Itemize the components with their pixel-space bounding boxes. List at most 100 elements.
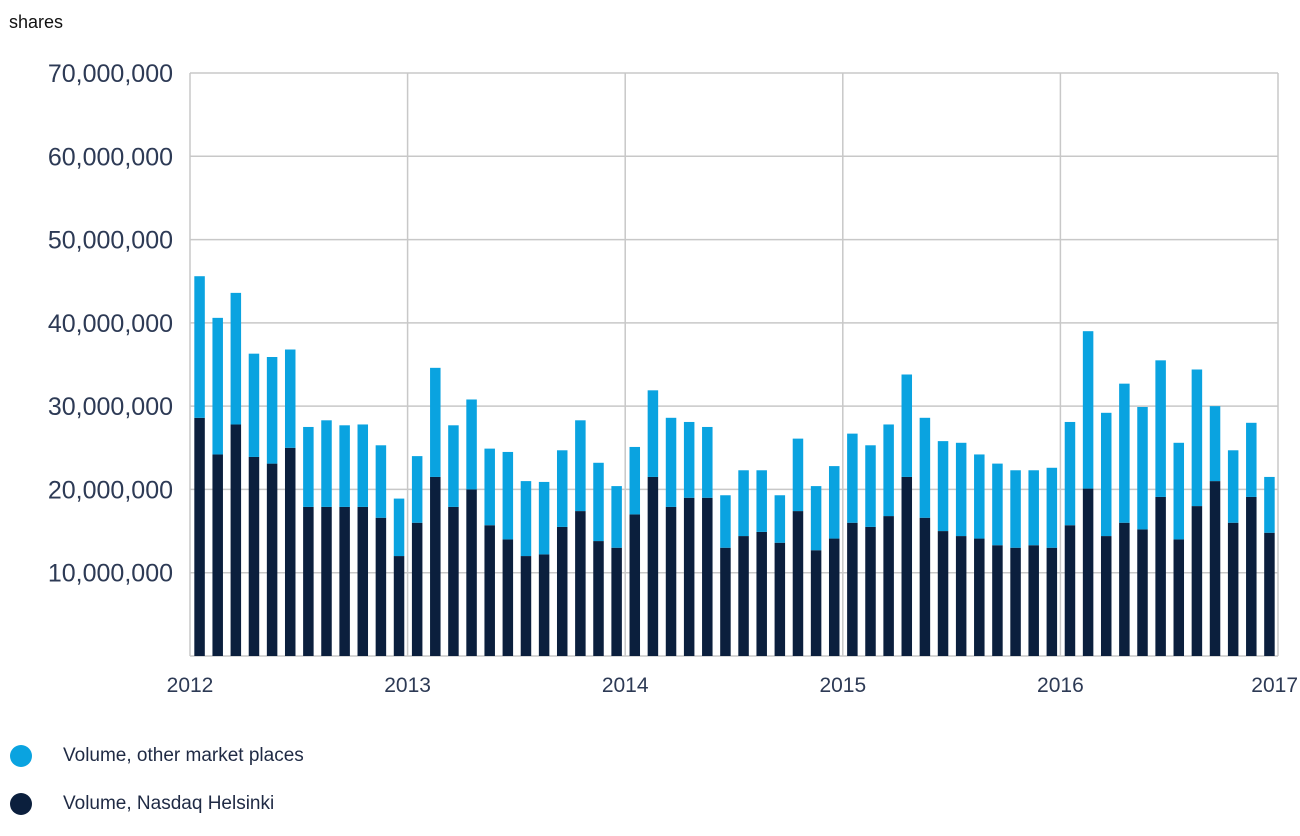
- bar-other-market-places: [575, 420, 586, 511]
- bar-other-market-places: [503, 452, 514, 539]
- legend-item-nasdaq-helsinki: Volume, Nasdaq Helsinki: [10, 788, 304, 820]
- bar-nasdaq-helsinki: [829, 539, 840, 656]
- bar-other-market-places: [448, 425, 459, 507]
- bar-nasdaq-helsinki: [557, 527, 568, 656]
- bar-other-market-places: [847, 434, 858, 523]
- bar-nasdaq-helsinki: [702, 498, 713, 656]
- bar-other-market-places: [249, 354, 260, 457]
- bar-nasdaq-helsinki: [1192, 506, 1203, 656]
- bar-nasdaq-helsinki: [376, 518, 387, 656]
- bar-nasdaq-helsinki: [303, 507, 314, 656]
- bar-other-market-places: [702, 427, 713, 498]
- bar-other-market-places: [484, 449, 495, 526]
- bar-other-market-places: [865, 445, 876, 527]
- y-axis-tick-labels: 10,000,00020,000,00030,000,00040,000,000…: [48, 60, 173, 588]
- bar-nasdaq-helsinki: [358, 507, 369, 656]
- bar-nasdaq-helsinki: [1210, 481, 1221, 656]
- legend-label-nasdaq-helsinki: Volume, Nasdaq Helsinki: [63, 793, 274, 815]
- bar-other-market-places: [1083, 331, 1094, 488]
- legend: Volume, other market places Volume, Nasd…: [10, 740, 304, 836]
- bar-other-market-places: [1047, 468, 1058, 548]
- bar-other-market-places: [756, 470, 767, 532]
- bar-nasdaq-helsinki: [394, 556, 405, 656]
- bar-other-market-places: [321, 420, 332, 507]
- bar-nasdaq-helsinki: [630, 514, 641, 656]
- bar-other-market-places: [611, 486, 622, 548]
- y-tick-label: 40,000,000: [48, 310, 173, 338]
- y-tick-label: 50,000,000: [48, 227, 173, 255]
- bar-nasdaq-helsinki: [793, 511, 804, 656]
- bar-nasdaq-helsinki: [484, 525, 495, 656]
- bar-nasdaq-helsinki: [231, 424, 242, 656]
- bar-nasdaq-helsinki: [249, 457, 260, 656]
- bar-other-market-places: [883, 424, 894, 516]
- bar-other-market-places: [212, 318, 223, 455]
- bar-nasdaq-helsinki: [1246, 497, 1257, 656]
- bar-other-market-places: [992, 464, 1003, 546]
- bar-other-market-places: [1210, 406, 1221, 481]
- bar-nasdaq-helsinki: [865, 527, 876, 656]
- x-tick-label: 2017: [1251, 674, 1298, 697]
- bar-other-market-places: [1246, 423, 1257, 497]
- bar-nasdaq-helsinki: [212, 454, 223, 656]
- bar-nasdaq-helsinki: [611, 548, 622, 656]
- bar-nasdaq-helsinki: [1101, 536, 1112, 656]
- bar-other-market-places: [738, 470, 749, 536]
- grid-lines: [190, 73, 1278, 656]
- bar-nasdaq-helsinki: [194, 418, 205, 656]
- legend-marker-other-market-places: [10, 745, 32, 767]
- bar-nasdaq-helsinki: [720, 548, 731, 656]
- y-tick-label: 20,000,000: [48, 476, 173, 504]
- bar-nasdaq-helsinki: [1155, 497, 1166, 656]
- bar-nasdaq-helsinki: [593, 541, 604, 656]
- bar-nasdaq-helsinki: [738, 536, 749, 656]
- bar-nasdaq-helsinki: [1119, 523, 1130, 656]
- bar-nasdaq-helsinki: [1174, 539, 1185, 656]
- bar-nasdaq-helsinki: [267, 464, 278, 656]
- x-tick-label: 2013: [384, 674, 431, 697]
- bar-nasdaq-helsinki: [1010, 548, 1021, 656]
- bar-nasdaq-helsinki: [938, 531, 949, 656]
- series-other-market-places-bars: [194, 276, 1274, 556]
- bar-other-market-places: [811, 486, 822, 550]
- bar-other-market-places: [539, 482, 550, 554]
- bar-nasdaq-helsinki: [1264, 533, 1275, 656]
- legend-item-other-market-places: Volume, other market places: [10, 740, 304, 772]
- bar-other-market-places: [285, 350, 296, 448]
- bar-other-market-places: [1137, 407, 1148, 529]
- bar-nasdaq-helsinki: [684, 498, 695, 656]
- bar-other-market-places: [1028, 470, 1039, 545]
- bar-nasdaq-helsinki: [521, 556, 532, 656]
- bar-nasdaq-helsinki: [883, 516, 894, 656]
- bar-other-market-places: [720, 495, 731, 547]
- bar-nasdaq-helsinki: [956, 536, 967, 656]
- bar-other-market-places: [466, 399, 477, 489]
- bar-other-market-places: [775, 495, 786, 542]
- bar-other-market-places: [1228, 450, 1239, 522]
- bar-nasdaq-helsinki: [1228, 523, 1239, 656]
- bar-other-market-places: [920, 418, 931, 518]
- bar-other-market-places: [829, 466, 840, 538]
- bar-other-market-places: [974, 454, 985, 538]
- bar-nasdaq-helsinki: [1028, 545, 1039, 656]
- bar-other-market-places: [1010, 470, 1021, 547]
- bar-nasdaq-helsinki: [775, 543, 786, 656]
- bar-other-market-places: [1101, 413, 1112, 536]
- bar-other-market-places: [1264, 477, 1275, 533]
- legend-label-other-market-places: Volume, other market places: [63, 745, 304, 767]
- bar-other-market-places: [358, 424, 369, 506]
- x-tick-label: 2012: [167, 674, 214, 697]
- bar-nasdaq-helsinki: [448, 507, 459, 656]
- bar-other-market-places: [231, 293, 242, 425]
- legend-marker-nasdaq-helsinki: [10, 793, 32, 815]
- y-tick-label: 30,000,000: [48, 393, 173, 421]
- x-tick-label: 2016: [1037, 674, 1084, 697]
- bar-nasdaq-helsinki: [321, 507, 332, 656]
- bar-other-market-places: [793, 439, 804, 511]
- bar-nasdaq-helsinki: [992, 545, 1003, 656]
- bar-other-market-places: [521, 481, 532, 556]
- bar-nasdaq-helsinki: [974, 539, 985, 656]
- bar-nasdaq-helsinki: [666, 507, 677, 656]
- bar-nasdaq-helsinki: [285, 448, 296, 656]
- bar-other-market-places: [630, 447, 641, 514]
